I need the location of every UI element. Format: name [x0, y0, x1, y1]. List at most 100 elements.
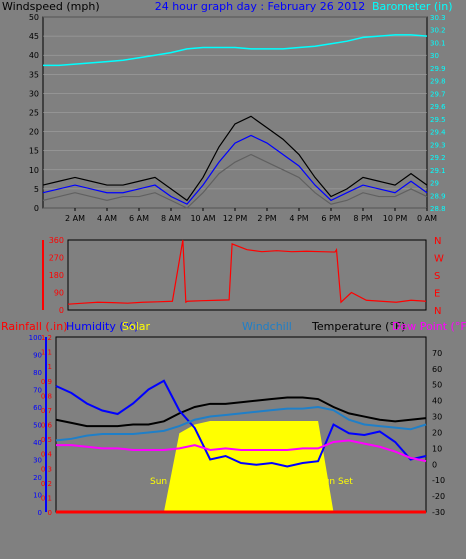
windspeed-axis-label: Windspeed (mph): [2, 0, 100, 13]
temperature-panel: 00.10.20.30.40.50.60.70.80.911.11.2 0102…: [1, 320, 466, 517]
barometer-y-tick-label: 29.5: [430, 116, 446, 124]
barometer-y-tick-label: 29: [430, 180, 439, 188]
humidity-y-tick-label: 70: [33, 387, 42, 395]
wind-x-tick-label: 8 AM: [161, 214, 181, 223]
wind-y-tick-label: 30: [29, 89, 39, 98]
barometer-y-tick-label: 29.3: [430, 141, 446, 149]
barometer-y-ticks: 28.8 28.9 29 29.1 29.2 29.3 29.4 29.5 29.6 29.7 29…: [430, 14, 446, 213]
direction-y-tick-label: 270: [49, 254, 64, 263]
wind-y-tick-label: 15: [29, 147, 39, 156]
solar-legend: Solar: [122, 320, 151, 333]
humidity-y-tick-label: 90: [33, 352, 42, 360]
temperature-y-tick-label: 20: [432, 428, 442, 437]
direction-compass-label: N: [434, 236, 441, 247]
humidity-legend: Humidity (%): [66, 320, 138, 333]
temperature-y-tick-label: 40: [432, 397, 442, 406]
wind-series-line: [42, 153, 428, 209]
humidity-y-tick-label: 30: [33, 457, 42, 465]
barometer-y-tick-label: 30.1: [430, 39, 446, 47]
barometer-y-tick-label: 29.4: [430, 129, 446, 137]
barometer-y-tick-label: 29.8: [430, 78, 446, 86]
windchill-legend: Windchill: [242, 320, 292, 333]
wind-y-tick-label: 35: [29, 70, 39, 79]
direction-y-tick-label: 360: [49, 236, 64, 245]
temperature-series-line: [55, 405, 427, 442]
sunset-label: Sun Set: [318, 477, 353, 487]
wind-y-tick-label: 20: [29, 128, 39, 137]
barometer-y-tick-label: 29.2: [430, 154, 446, 162]
barometer-y-tick-label: 30.2: [430, 27, 446, 35]
temperature-legend: Temperature (°F): [311, 320, 406, 333]
temperature-y-tick-label: 0: [432, 460, 437, 469]
temperature-series-line: [55, 379, 427, 468]
wind-y-tick-label: 40: [29, 51, 39, 60]
humidity-y-tick-label: 50: [33, 422, 42, 430]
wind-series-line: [42, 115, 428, 202]
temperature-y-tick-label: 60: [432, 365, 442, 374]
humidity-y-tick-label: 40: [33, 439, 42, 447]
wind-y-ticks: 0 5 10 15 20 25 30 35 40 45 50: [29, 13, 39, 213]
wind-series-line: [43, 34, 428, 67]
temperature-y-tick-label: -10: [432, 476, 445, 485]
direction-compass-label: N: [434, 306, 441, 317]
wind-x-ticks: 2 AM 4 AM 6 AM 8 AM 10 AM 12 PM 2 PM 4 PM 6 PM 8 …: [65, 208, 437, 223]
wind-y-tick-label: 50: [29, 13, 39, 22]
solar-series: [56, 421, 426, 512]
wind-y-tick-label: 5: [34, 185, 39, 194]
humidity-y-tick-label: 80: [33, 369, 42, 377]
wind-x-tick-label: 2 AM: [65, 214, 85, 223]
barometer-y-tick-label: 30: [430, 52, 439, 60]
wind-x-tick-label: 6 AM: [129, 214, 149, 223]
humidity-y-tick-label: 0: [38, 509, 42, 517]
humidity-y-tick-label: 60: [33, 404, 42, 412]
direction-plot-area: [67, 239, 427, 311]
solar-area: [56, 421, 426, 512]
temperature-y-ticks: -30 -20 -10 0 10 20 30 40 50 60 70: [432, 349, 445, 517]
barometer-y-tick-label: 29.1: [430, 167, 446, 175]
wind-series: [42, 34, 428, 209]
wind-series-line: [42, 134, 428, 205]
temperature-y-tick-label: 70: [432, 349, 442, 358]
direction-compass-label: S: [434, 271, 440, 282]
temperature-y-tick-label: 10: [432, 444, 442, 453]
barometer-y-tick-label: 28.9: [430, 192, 446, 200]
barometer-y-tick-label: 29.9: [430, 65, 446, 73]
sunrise-label: Sun Rise: [150, 477, 189, 487]
wind-x-tick-label: 12 PM: [223, 214, 248, 223]
wind-x-tick-label: 10 PM: [383, 214, 408, 223]
wind-y-tick-label: 0: [34, 204, 39, 213]
direction-series-line: [67, 239, 427, 305]
wind-y-tick-label: 25: [29, 109, 39, 118]
barometer-y-tick-label: 28.8: [430, 205, 446, 213]
temperature-y-tick-label: 50: [432, 381, 442, 390]
rainfall-legend: Rainfall (.in): [1, 320, 68, 333]
wind-x-tick-label: 4 AM: [97, 214, 117, 223]
direction-series: [67, 239, 427, 305]
barometer-y-tick-label: 29.7: [430, 90, 446, 98]
barometer-y-tick-label: 29.6: [430, 103, 446, 111]
humidity-y-tick-label: 20: [33, 474, 42, 482]
dewpoint-legend: Dew Point (°F): [392, 320, 466, 333]
humidity-y-ticks: 0 10 20 30 40 50 60 70 80 90 100: [29, 334, 47, 517]
wind-x-tick-label: 6 PM: [321, 214, 340, 223]
wind-x-tick-label: 0 AM: [417, 214, 437, 223]
humidity-y-tick-label: 10: [33, 492, 42, 500]
direction-compass-label: W: [434, 254, 444, 265]
humidity-y-tick-label: 100: [29, 334, 42, 342]
direction-y-ticks: 0 90 180 270 360: [49, 236, 64, 315]
direction-y-tick-label: 180: [49, 271, 64, 280]
wind-x-tick-label: 4 PM: [289, 214, 308, 223]
temperature-y-tick-label: 30: [432, 413, 442, 422]
wind-y-tick-label: 10: [29, 166, 39, 175]
rainfall-y-tick-label: 1: [48, 363, 52, 371]
wind-x-tick-label: 8 PM: [353, 214, 372, 223]
wind-x-tick-label: 10 AM: [190, 214, 215, 223]
temperature-series-line: [56, 439, 427, 463]
barometer-axis-label: Barometer (in): [372, 0, 453, 13]
temperature-series-line: [55, 396, 427, 428]
barometer-y-tick-label: 30.3: [430, 14, 446, 22]
